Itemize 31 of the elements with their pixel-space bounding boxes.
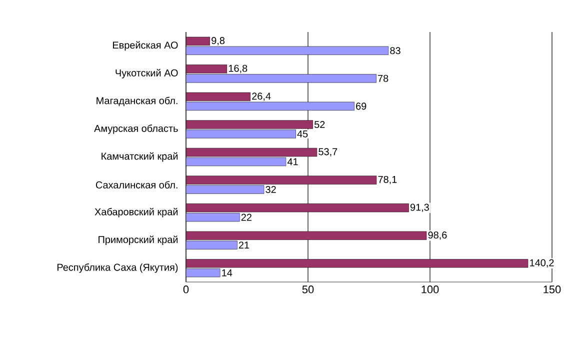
data-label: 140,2 — [530, 259, 554, 268]
data-label: 52 — [314, 120, 325, 128]
y-tick-label: Магаданская обл. — [96, 96, 178, 106]
data-label: 53,7 — [318, 148, 338, 156]
y-tick-label: Республика Саха (Якутия) — [57, 263, 178, 273]
data-label: 45 — [297, 130, 308, 138]
x-tick-label: 50 — [302, 286, 314, 294]
y-tick-label: Чукотский АО — [116, 68, 178, 78]
x-tick-label: 100 — [422, 286, 439, 294]
x-tick-label: 0 — [183, 286, 189, 294]
y-tick-label: Камчатский край — [102, 152, 178, 162]
y-tick-label: Приморский край — [98, 236, 178, 246]
data-label: 21 — [238, 242, 250, 249]
data-label: 16,8 — [228, 64, 248, 74]
data-label: 41 — [287, 158, 298, 166]
y-tick-label: Хабаровский край — [94, 208, 178, 218]
data-label: 83 — [390, 47, 400, 54]
data-label: 22 — [241, 214, 252, 221]
x-tick-label: 150 — [544, 286, 561, 294]
data-label: 14 — [222, 269, 232, 276]
data-label: 98,6 — [428, 232, 447, 240]
y-tick-label: Амурская область — [94, 124, 178, 134]
data-label: 91,3 — [410, 204, 429, 212]
y-tick-label: Сахалинская обл. — [96, 181, 178, 188]
y-tick-label: Еврейская АО — [113, 41, 178, 51]
data-label: 32 — [266, 186, 276, 194]
data-label: 78,1 — [378, 176, 397, 184]
data-label: 26,4 — [252, 92, 271, 101]
data-label: 9,8 — [212, 37, 225, 46]
data-label: 69 — [356, 102, 366, 110]
data-label: 78 — [378, 74, 388, 82]
